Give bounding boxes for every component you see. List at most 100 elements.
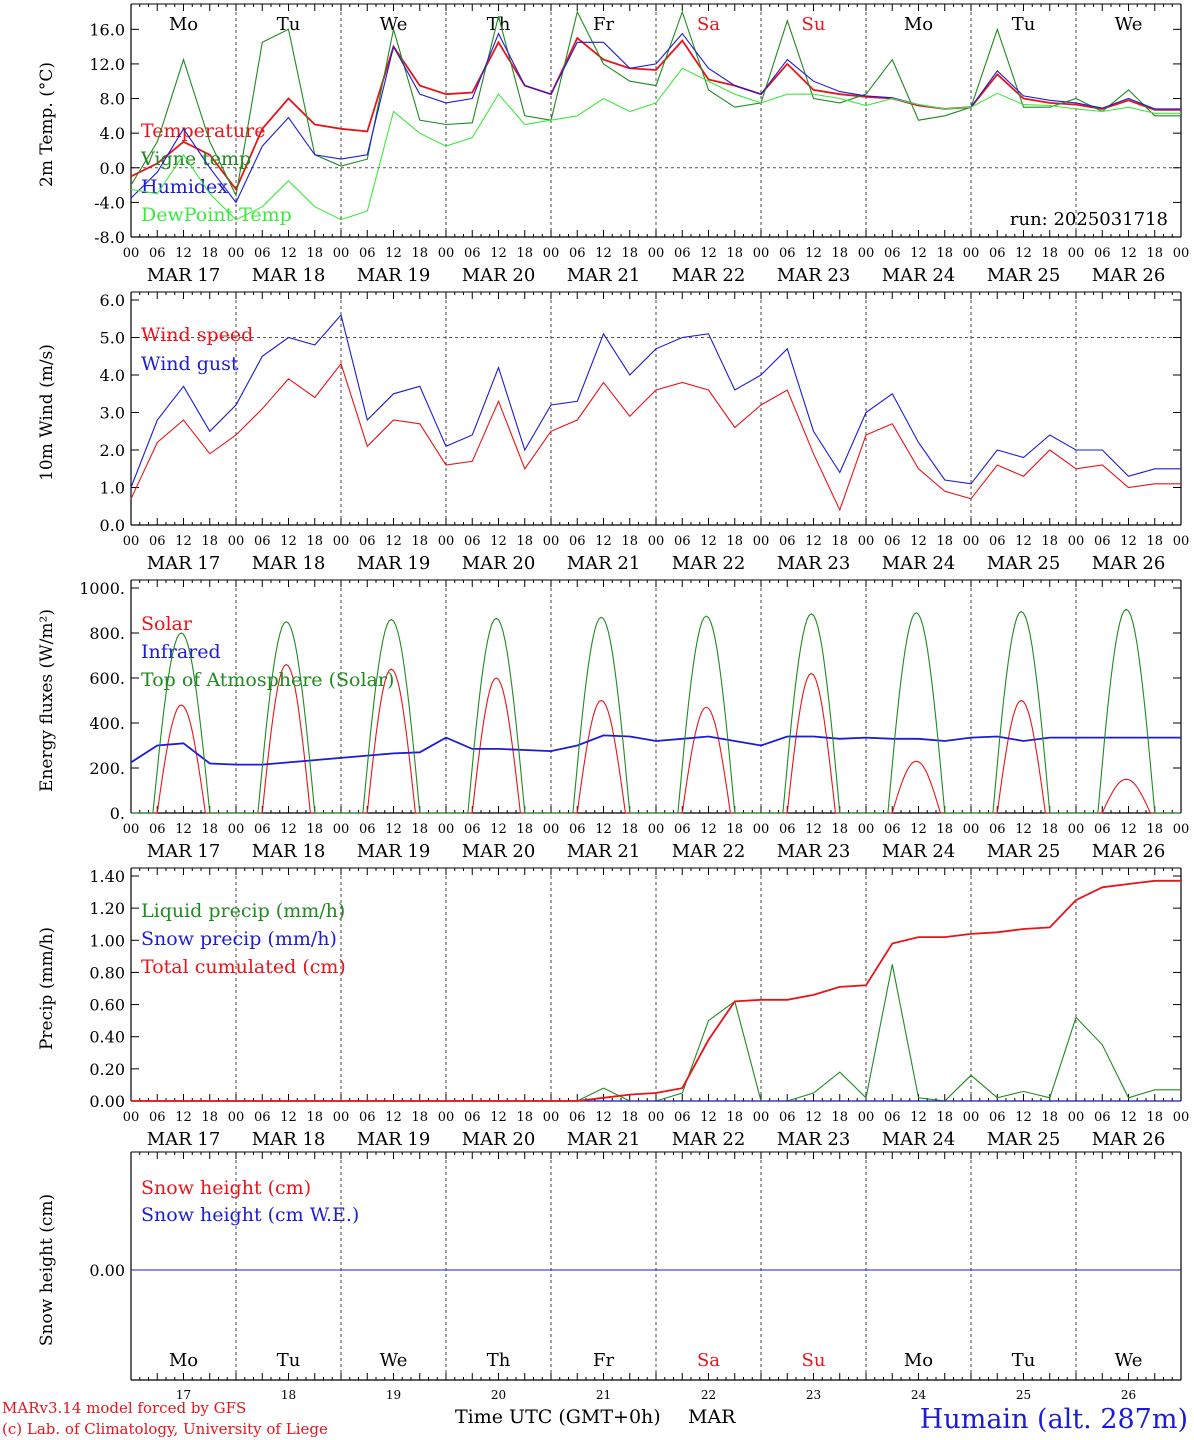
x-tick-label: 12 bbox=[805, 1110, 822, 1125]
x-day-label: MAR 21 bbox=[567, 1129, 641, 1150]
x-tick-label: 12 bbox=[490, 1110, 507, 1125]
y-tick-label: 2.0 bbox=[100, 441, 125, 460]
bottom-weekday-label: Tu bbox=[1012, 1350, 1036, 1371]
x-tick-label: 12 bbox=[385, 534, 402, 549]
bottom-day-number: 23 bbox=[806, 1388, 821, 1402]
y-tick-label: 0.60 bbox=[89, 996, 125, 1015]
x-day-label: MAR 19 bbox=[357, 553, 431, 574]
bottom-weekday-label: We bbox=[380, 1350, 408, 1371]
x-tick-label: 00 bbox=[333, 534, 350, 549]
y-axis-label: 2m Temp. (°C) bbox=[37, 62, 57, 187]
x-tick-label: 12 bbox=[490, 246, 507, 261]
y-tick-label: 600. bbox=[89, 669, 125, 688]
x-tick-label: 00 bbox=[543, 822, 560, 837]
x-day-label: MAR 19 bbox=[357, 1129, 431, 1150]
x-tick-label: 06 bbox=[779, 1110, 796, 1125]
x-day-label: MAR 20 bbox=[462, 1129, 536, 1150]
x-tick-label: 06 bbox=[779, 246, 796, 261]
legend-entry: Snow precip (mm/h) bbox=[141, 928, 337, 950]
weekday-label: Mo bbox=[904, 14, 933, 35]
x-day-label: MAR 24 bbox=[882, 265, 956, 286]
x-day-label: MAR 26 bbox=[1092, 553, 1166, 574]
x-tick-label: 12 bbox=[595, 822, 612, 837]
x-tick-label: 00 bbox=[858, 246, 875, 261]
x-tick-label: 12 bbox=[280, 1110, 297, 1125]
x-tick-label: 00 bbox=[438, 246, 455, 261]
x-tick-label: 18 bbox=[936, 246, 953, 261]
x-tick-label: 06 bbox=[464, 1110, 481, 1125]
weekday-label: Fr bbox=[593, 14, 614, 35]
x-day-label: MAR 26 bbox=[1092, 1129, 1166, 1150]
x-tick-label: 00 bbox=[1173, 534, 1190, 549]
x-day-label: MAR 25 bbox=[987, 553, 1061, 574]
x-tick-label: 12 bbox=[280, 246, 297, 261]
x-day-label: MAR 25 bbox=[987, 265, 1061, 286]
x-tick-label: 06 bbox=[884, 1110, 901, 1125]
x-tick-label: 00 bbox=[963, 246, 980, 261]
y-tick-label: 0.0 bbox=[100, 516, 125, 535]
legend-entry: Snow height (cm) bbox=[141, 1177, 311, 1199]
x-tick-label: 06 bbox=[674, 246, 691, 261]
x-tick-label: 12 bbox=[1120, 822, 1137, 837]
x-tick-label: 06 bbox=[884, 246, 901, 261]
series-line-dewpoint-temp bbox=[130, 67, 1181, 221]
x-tick-label: 06 bbox=[569, 246, 586, 261]
x-tick-label: 12 bbox=[490, 534, 507, 549]
legend-entry: Wind gust bbox=[141, 353, 239, 375]
x-tick-label: 00 bbox=[438, 534, 455, 549]
x-tick-label: 12 bbox=[805, 246, 822, 261]
x-tick-label: 18 bbox=[621, 534, 638, 549]
x-tick-label: 12 bbox=[700, 822, 717, 837]
x-day-label: MAR 18 bbox=[252, 1129, 326, 1150]
x-tick-label: 18 bbox=[1146, 534, 1163, 549]
x-tick-label: 12 bbox=[700, 246, 717, 261]
x-tick-label: 12 bbox=[1120, 246, 1137, 261]
x-tick-label: 18 bbox=[411, 1110, 428, 1125]
x-tick-label: 00 bbox=[648, 534, 665, 549]
x-tick-label: 18 bbox=[831, 534, 848, 549]
x-tick-label: 12 bbox=[805, 822, 822, 837]
x-day-label: MAR 22 bbox=[672, 1129, 746, 1150]
x-tick-label: 18 bbox=[726, 1110, 743, 1125]
x-tick-label: 06 bbox=[674, 1110, 691, 1125]
x-tick-label: 06 bbox=[149, 1110, 166, 1125]
x-tick-label: 06 bbox=[989, 822, 1006, 837]
weekday-label: Tu bbox=[277, 14, 301, 35]
y-axis-label: Energy fluxes (W/m²) bbox=[37, 609, 57, 792]
x-tick-label: 00 bbox=[858, 822, 875, 837]
panel-wind: 0.0 1.0 2.0 3.0 4.0 5.0 6.0 10m Wind (m/s) 00 06 1… bbox=[37, 291, 1189, 574]
x-tick-label: 18 bbox=[936, 822, 953, 837]
x-day-label: MAR 25 bbox=[987, 841, 1061, 862]
bottom-weekday-row: Mo Tu We Th Fr Sa Su Mo Tu We bbox=[169, 1350, 1142, 1371]
x-day-label: MAR 24 bbox=[882, 1129, 956, 1150]
x-tick-label: 18 bbox=[306, 534, 323, 549]
x-tick-label: 06 bbox=[674, 822, 691, 837]
weekday-label: Th bbox=[487, 14, 511, 35]
y-tick-label: 5.0 bbox=[100, 329, 125, 348]
x-tick-label: 06 bbox=[569, 1110, 586, 1125]
x-tick-label: 18 bbox=[516, 534, 533, 549]
x-tick-label: 00 bbox=[753, 822, 770, 837]
x-tick-label: 12 bbox=[910, 1110, 927, 1125]
x-tick-label: 06 bbox=[254, 246, 271, 261]
x-tick-label: 18 bbox=[621, 822, 638, 837]
x-tick-label: 18 bbox=[1041, 1110, 1058, 1125]
x-tick-label: 00 bbox=[438, 822, 455, 837]
x-tick-label: 06 bbox=[149, 534, 166, 549]
x-tick-label: 12 bbox=[175, 246, 192, 261]
series-line-total-cumulated-cm- bbox=[131, 879, 1181, 1102]
x-tick-label: 12 bbox=[1015, 1110, 1032, 1125]
x-tick-label: 06 bbox=[1094, 246, 1111, 261]
x-tick-label: 18 bbox=[831, 822, 848, 837]
x-tick-label: 00 bbox=[228, 1110, 245, 1125]
x-day-label: MAR 23 bbox=[777, 553, 851, 574]
x-tick-label: 00 bbox=[648, 822, 665, 837]
y-axis-label: Precip (mm/h) bbox=[37, 927, 57, 1050]
bottom-weekday-label: Sa bbox=[697, 1350, 720, 1371]
x-tick-label: 06 bbox=[359, 534, 376, 549]
x-tick-label: 06 bbox=[359, 1110, 376, 1125]
y-tick-label: 12.0 bbox=[89, 55, 125, 74]
x-tick-label: 00 bbox=[228, 246, 245, 261]
x-tick-label: 18 bbox=[936, 534, 953, 549]
